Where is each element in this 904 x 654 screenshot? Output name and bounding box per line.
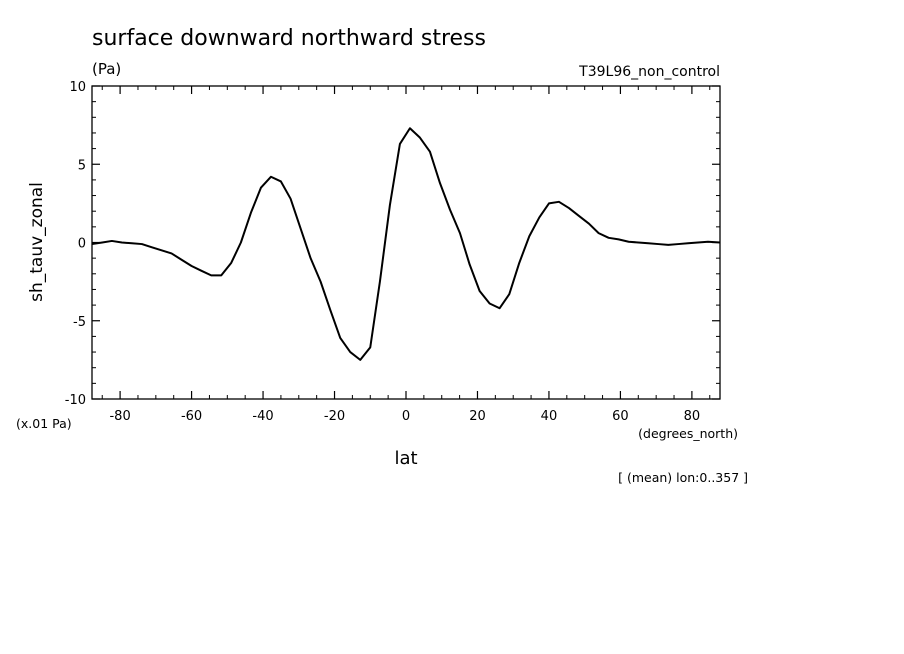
x-tick-label: 20 xyxy=(469,409,486,424)
y-tick-label: -5 xyxy=(73,315,86,330)
x-tick-label: 80 xyxy=(684,409,701,424)
scale-label: (x.01 Pa) xyxy=(16,416,72,431)
x-axis-label: lat xyxy=(394,448,417,469)
series-line xyxy=(91,127,721,361)
minor-ticks xyxy=(92,86,720,399)
chart-title: surface downward northward stress xyxy=(92,26,486,51)
y-axis-label: sh_tauv_zonal xyxy=(27,182,47,302)
dataset-label: T39L96_non_control xyxy=(578,64,720,80)
y-tick-label: 5 xyxy=(78,158,86,173)
y-tick-label: 0 xyxy=(78,237,86,252)
x-tick-label: -60 xyxy=(181,409,202,424)
x-tick-label: 0 xyxy=(402,409,410,424)
x-units-label: (degrees_north) xyxy=(638,426,738,441)
x-axis-ticks: -80 -60 -40 -20 0 20 40 60 80 xyxy=(109,86,700,424)
x-tick-label: -20 xyxy=(324,409,345,424)
series-group xyxy=(91,127,721,361)
x-tick-label: 40 xyxy=(541,409,558,424)
units-label: (Pa) xyxy=(92,60,121,78)
x-tick-label: -80 xyxy=(109,409,130,424)
x-tick-label: 60 xyxy=(612,409,629,424)
y-tick-label: 10 xyxy=(69,80,86,95)
y-axis-ticks: -10 -5 0 5 10 xyxy=(65,80,720,408)
x-tick-label: -40 xyxy=(252,409,273,424)
footer-note: [ (mean) lon:0..357 ] xyxy=(618,470,748,485)
y-tick-label: -10 xyxy=(65,393,86,408)
